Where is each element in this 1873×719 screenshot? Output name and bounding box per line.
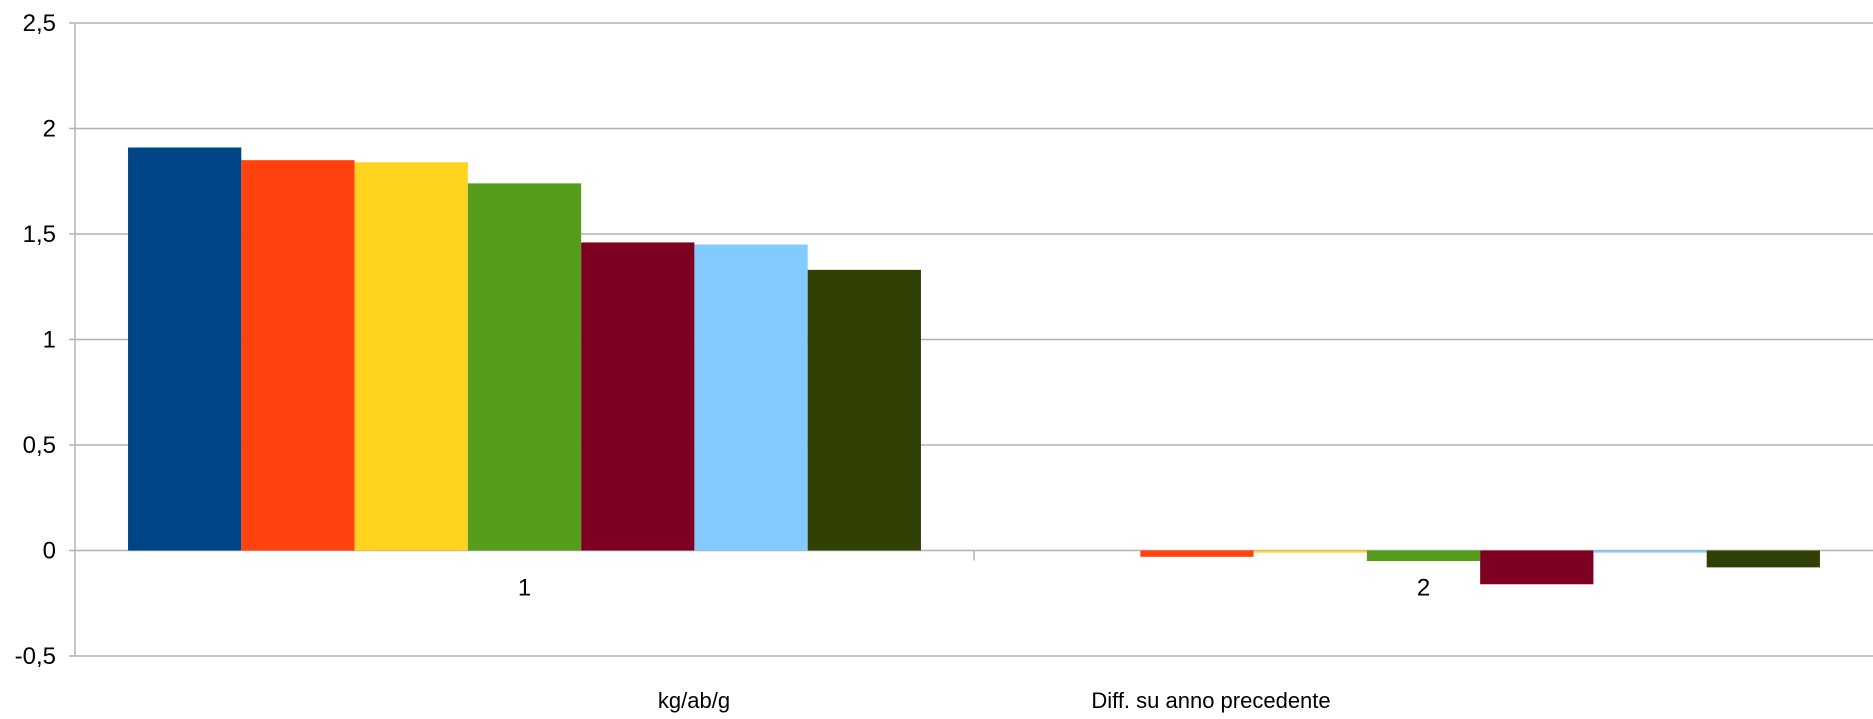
footer-label-1: kg/ab/g [658, 688, 730, 713]
bar-series-5-cat-1 [581, 242, 695, 551]
y-tick-label: -0,5 [15, 643, 56, 670]
x-tick-label: 2 [1417, 575, 1430, 602]
bar-series-3-cat-1 [354, 162, 468, 551]
y-tick-label: 2 [43, 116, 56, 143]
bar-series-4-cat-1 [467, 183, 582, 551]
bar-series-4-cat-2 [1366, 550, 1481, 562]
bar-series-6-cat-2 [1593, 550, 1707, 553]
bar-series-7-cat-1 [807, 269, 921, 551]
y-tick-label: 1 [43, 327, 56, 354]
y-tick-label: 1,5 [23, 221, 56, 248]
footer-label-2: Diff. su anno precedente [1091, 688, 1330, 713]
bar-series-3-cat-2 [1253, 550, 1367, 553]
bar-series-5-cat-2 [1480, 550, 1594, 585]
y-tick-label: 0 [43, 538, 56, 565]
bar-layer [128, 147, 1820, 585]
axis-layer [74, 23, 975, 656]
x-tick-label: 1 [518, 575, 531, 602]
bar-series-6-cat-1 [694, 244, 808, 551]
bar-series-2-cat-1 [241, 160, 355, 551]
y-tick-label: 0,5 [23, 432, 56, 459]
bar-series-7-cat-2 [1706, 550, 1820, 568]
bar-series-1-cat-1 [128, 147, 242, 551]
label-layer: -0,5 0 0,5 1 1,5 2 2,5 1 2 [15, 10, 1431, 670]
y-tick-label: 2,5 [23, 10, 56, 37]
bar-series-2-cat-2 [1140, 550, 1254, 557]
